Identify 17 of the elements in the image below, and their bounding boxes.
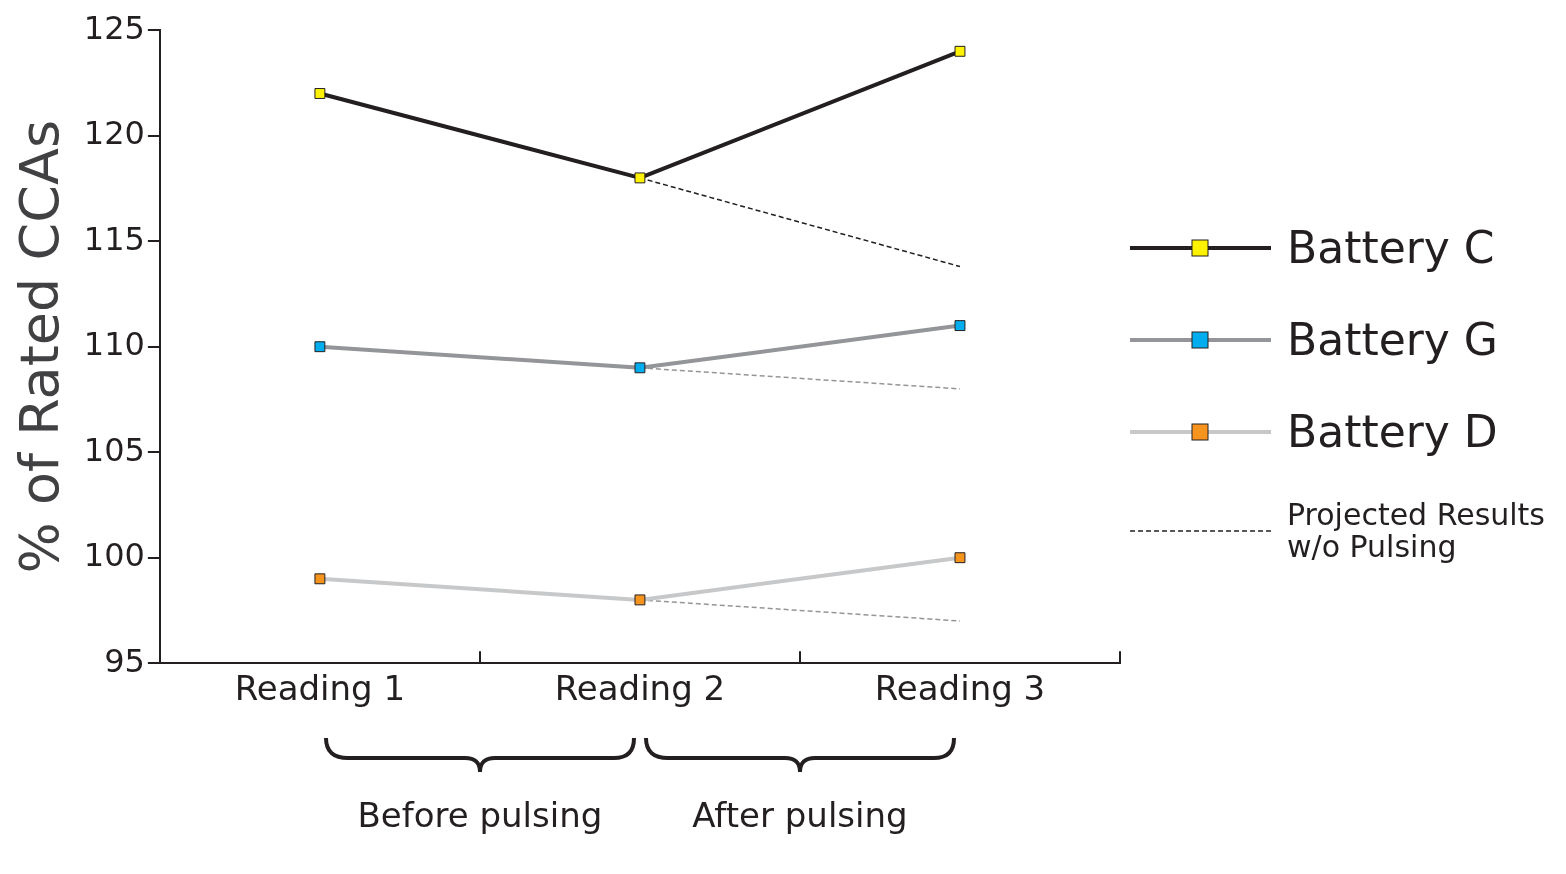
legend-label: Projected Results w/o Pulsing bbox=[1287, 497, 1546, 564]
y-tick-label: 120 bbox=[83, 114, 145, 153]
y-axis-title: % of Rated CCAs bbox=[8, 119, 72, 574]
text: After pulsing bbox=[692, 795, 908, 836]
y-tick-label: 105 bbox=[83, 430, 145, 469]
x-tick-label: Reading 2 bbox=[554, 668, 726, 709]
legend-label: Battery C bbox=[1287, 222, 1496, 273]
y-tick-label: 125 bbox=[83, 8, 145, 47]
x-tick-label: Reading 3 bbox=[874, 668, 1046, 709]
text: Before pulsing bbox=[357, 795, 603, 836]
x-tick-label: Reading 1 bbox=[234, 668, 406, 709]
y-tick-label: 100 bbox=[83, 536, 145, 575]
legend-label: Battery G bbox=[1287, 314, 1499, 365]
y-tick-label: 110 bbox=[83, 325, 145, 364]
y-tick-label: 115 bbox=[83, 219, 145, 258]
y-tick-label: 95 bbox=[104, 641, 145, 680]
legend-label: Battery D bbox=[1287, 406, 1499, 457]
